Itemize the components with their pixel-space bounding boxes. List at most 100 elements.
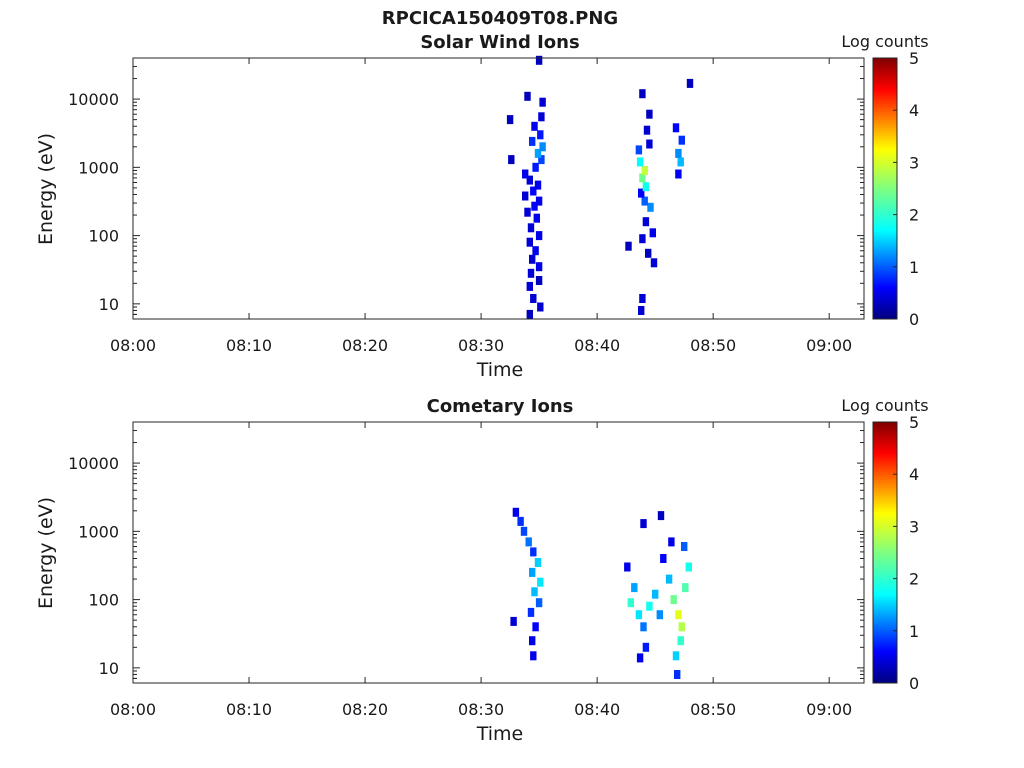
plot-background [133, 58, 864, 319]
x-tick-label: 08:30 [458, 700, 504, 719]
y-tick-label: 100 [88, 591, 119, 610]
heatmap-cell [675, 148, 682, 158]
heatmap-cell [678, 622, 685, 632]
heatmap-cell [640, 519, 647, 529]
plot-background [133, 422, 864, 683]
heatmap-cell [526, 281, 533, 291]
plot-area: 08:00 08:10 08:20 08:30 08:40 08:50 09:00 10 100… [68, 55, 865, 355]
colorbar-gradient [872, 57, 898, 320]
x-tick-label: 08:50 [690, 336, 736, 355]
x-tick-label: 08:00 [110, 700, 156, 719]
x-tick-label: 08:40 [574, 700, 620, 719]
colorbar-tick-label: 4 [909, 101, 919, 120]
heatmap-cell [517, 516, 524, 526]
heatmap-cell [636, 653, 644, 663]
colorbar-tick-label: 2 [909, 570, 919, 589]
x-tick-label: 08:00 [110, 336, 156, 355]
heatmap-cell [534, 558, 542, 567]
heatmap-cell [642, 642, 650, 652]
heatmap-cell [638, 188, 645, 198]
colorbar-gradient [872, 421, 898, 684]
heatmap-cell [531, 201, 538, 211]
heatmap-cell [645, 248, 652, 258]
heatmap-cell [639, 234, 646, 244]
heatmap-cell [624, 562, 631, 572]
heatmap-cell [656, 610, 663, 620]
heatmap-cell [642, 217, 650, 227]
y-tick-label: 10 [99, 659, 119, 678]
heatmap-cell [639, 294, 646, 303]
heatmap-cell [681, 542, 688, 551]
svg-text:Energy (eV): Energy (eV) [35, 497, 57, 609]
x-tick-label: 08:20 [342, 336, 388, 355]
y-tick-label: 10 [99, 295, 119, 314]
heatmap-cell [529, 636, 536, 646]
heatmap-cell [524, 91, 531, 101]
heatmap-cell [625, 241, 632, 251]
x-tick-label: 08:10 [226, 700, 272, 719]
heatmap-cell [530, 547, 537, 557]
x-axis-label: Time [476, 723, 524, 745]
heatmap-cell [638, 306, 645, 315]
heatmap-cell [535, 262, 543, 272]
axes-box [132, 57, 865, 320]
colorbar-tick-label: 3 [909, 153, 919, 172]
heatmap-cell [538, 112, 545, 122]
heatmap-cell [532, 622, 539, 632]
heatmap-cell [527, 607, 535, 617]
heatmap-cell [685, 562, 692, 572]
heatmap-cell [534, 148, 542, 158]
heatmap-cell [677, 636, 684, 646]
y-tick-label: 1000 [78, 158, 119, 177]
figure-title: RPCICA150409T08.PNG [382, 8, 618, 29]
colorbar: 0 1 2 3 4 5 [872, 413, 919, 693]
heatmap-cell [670, 595, 677, 605]
y-tick-label: 10000 [68, 454, 119, 473]
colorbar-tick-label: 0 [909, 310, 919, 329]
heatmap-cell [538, 155, 545, 165]
colorbar-tick-label: 1 [909, 258, 919, 277]
x-tick-label: 09:00 [806, 700, 852, 719]
heatmap-cell [530, 651, 537, 661]
heatmap-cell [532, 162, 539, 172]
heatmap-cell [668, 537, 675, 547]
heatmap-cell [652, 589, 659, 599]
heatmap-cell [535, 276, 543, 285]
heatmap-cell [660, 554, 667, 563]
heatmap-cell [535, 196, 543, 206]
heatmap-cell [672, 123, 680, 133]
heatmap-cell [650, 258, 658, 268]
heatmap-cell [641, 166, 648, 175]
heatmap-cell [522, 191, 529, 201]
panel-title: Cometary Ions [427, 396, 574, 417]
heatmap-cell [526, 309, 533, 319]
heatmap-cell [641, 196, 648, 206]
heatmap-cell [639, 173, 646, 183]
heatmap-cell [535, 231, 543, 241]
heatmap-cell [686, 78, 694, 88]
heatmap-cell [531, 121, 538, 131]
colorbar-tick-label: 0 [909, 674, 919, 693]
y-tick-label: 1000 [78, 522, 119, 541]
colorbar-tick-label: 2 [909, 206, 919, 225]
x-tick-label: 09:00 [806, 336, 852, 355]
heatmap-cell [537, 302, 544, 312]
heatmap-cell [539, 97, 546, 107]
heatmap-cell [636, 157, 644, 167]
x-tick-label: 08:30 [458, 336, 504, 355]
y-axis-label: Energy (eV) [35, 133, 57, 245]
heatmap-cell [530, 294, 537, 303]
colorbar-tick-label: 4 [909, 465, 919, 484]
svg-text:Energy (eV): Energy (eV) [35, 133, 57, 245]
heatmap-cell [522, 169, 529, 179]
heatmap-cell [627, 598, 634, 608]
plot-area: 08:00 08:10 08:20 08:30 08:40 08:50 09:00 10 100… [68, 421, 865, 719]
heatmap-cell [529, 254, 536, 264]
heatmap-cell [508, 155, 515, 165]
y-tick-label: 10000 [68, 90, 119, 109]
heatmap-cell [534, 180, 542, 190]
colorbar-label: Log counts [841, 396, 928, 415]
heatmap-cell [646, 601, 653, 611]
heatmap-cell [647, 202, 654, 212]
